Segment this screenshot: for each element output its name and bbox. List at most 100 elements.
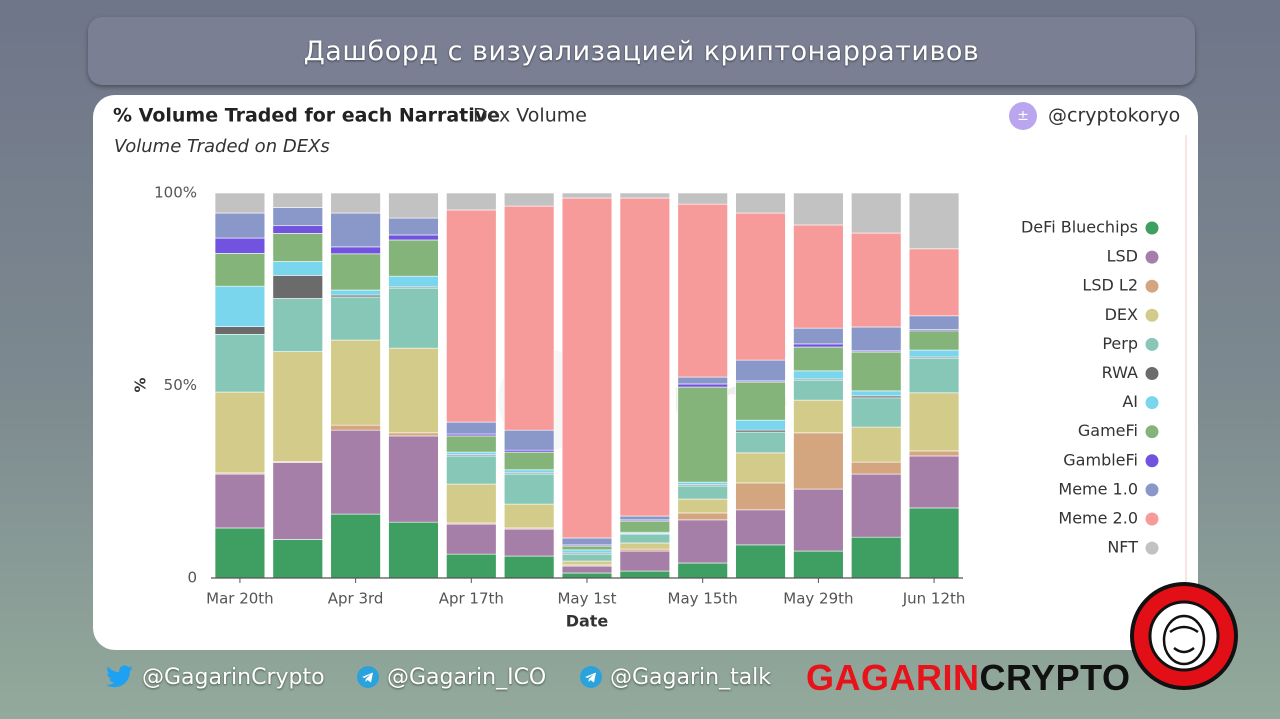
bar-segment xyxy=(619,192,671,199)
bar-segment xyxy=(503,205,555,431)
legend-swatch xyxy=(1145,279,1159,293)
bar-segment xyxy=(272,207,323,227)
bar-segment xyxy=(446,553,497,579)
bar-segment xyxy=(388,275,439,288)
x-axis-label: Date xyxy=(566,612,609,631)
bar-segment xyxy=(330,424,381,431)
bar-segment xyxy=(561,197,613,539)
y-tick-label: 100% xyxy=(154,184,197,202)
bar-segment xyxy=(214,391,266,474)
chart-tab: Dex Volume xyxy=(473,105,587,127)
bar-segment xyxy=(330,289,381,296)
legend-label: DeFi Bluechips xyxy=(1021,218,1138,237)
bar-segment xyxy=(214,326,266,335)
legend-swatch xyxy=(1145,337,1159,351)
bar-segment xyxy=(272,275,323,299)
brand-part: CRYPTO xyxy=(979,657,1131,698)
logo xyxy=(1130,582,1238,690)
bar-segment xyxy=(735,212,786,361)
legend-label: Meme 1.0 xyxy=(1058,479,1138,498)
bar-segment xyxy=(214,212,266,239)
bar-segment xyxy=(446,435,497,453)
bar-segment xyxy=(851,351,902,392)
bar-segment xyxy=(735,419,786,431)
bar-segment xyxy=(735,381,786,421)
legend-label: Meme 2.0 xyxy=(1058,509,1138,528)
chart-subtitle: Volume Traded on DEXs xyxy=(114,136,330,157)
legend-swatch xyxy=(1145,250,1159,264)
bar-segment xyxy=(503,555,555,579)
bar-segment xyxy=(677,203,728,378)
bar-segment xyxy=(330,253,381,291)
bar-segment xyxy=(851,326,902,352)
legend-swatch xyxy=(1145,367,1159,380)
bar-segment xyxy=(272,298,323,352)
bar-segment xyxy=(272,351,323,462)
bar-segment xyxy=(446,483,497,524)
bar-segment xyxy=(793,399,844,434)
bar-segment xyxy=(330,192,381,214)
x-tick-label: May 29th xyxy=(783,590,853,608)
bar-segment xyxy=(677,498,728,514)
y-axis-label: % xyxy=(132,377,150,392)
y-tick-label: 0 xyxy=(187,569,197,587)
bar-segment xyxy=(214,253,266,287)
bar-segment xyxy=(503,429,555,451)
bar-segment xyxy=(214,527,266,579)
bar-segment xyxy=(330,246,381,255)
bar-segment xyxy=(793,224,844,329)
bar-segment xyxy=(908,357,960,394)
bar-segment xyxy=(446,451,497,456)
telegram-link: @Gagarin_talk xyxy=(580,663,771,691)
bar-segment xyxy=(793,550,844,579)
bar-segment xyxy=(214,473,266,529)
legend-swatch xyxy=(1145,541,1159,555)
twitter-link: @GagarinCrypto xyxy=(106,663,325,691)
footer: @GagarinCrypto @Gagarin_ICO @Gagarin_tal… xyxy=(0,655,1280,719)
telegram-icon xyxy=(357,666,379,688)
bar-segment xyxy=(388,217,439,236)
bar-segment xyxy=(214,237,266,254)
bar-segment xyxy=(677,519,728,564)
legend-label: RWA xyxy=(1102,363,1138,382)
brand: GAGARINCRYPTO xyxy=(806,657,1131,699)
header-title: Дашборд с визуализацией криптонарративов xyxy=(303,35,980,67)
bar-segment xyxy=(272,225,323,234)
bar-segment xyxy=(908,450,960,457)
bar-segment xyxy=(503,528,555,557)
bar-segment xyxy=(735,544,786,579)
y-tick-label: 50% xyxy=(164,376,197,394)
bar-segment xyxy=(272,233,323,262)
telegram-handle: @Gagarin_ICO xyxy=(387,664,547,690)
bar-segment xyxy=(388,435,439,523)
bar-segment xyxy=(735,359,786,382)
bar-segment xyxy=(908,455,960,509)
legend-swatch xyxy=(1145,308,1159,322)
bar-segment xyxy=(619,533,671,544)
bar-segment xyxy=(272,462,323,540)
header: Дашборд с визуализацией криптонарративов xyxy=(88,17,1195,85)
telegram-handle: @Gagarin_talk xyxy=(610,664,772,690)
bar-segment xyxy=(793,432,844,490)
bar-segment xyxy=(677,386,728,483)
chart: % Volume Traded for each Narrative Dex V… xyxy=(113,102,1187,650)
bar-segment xyxy=(561,553,613,562)
bar-segment xyxy=(677,512,728,521)
x-tick-label: Apr 17th xyxy=(439,590,504,608)
bar-segment xyxy=(503,503,555,529)
legend-label: GambleFi xyxy=(1063,450,1138,469)
bar-segment xyxy=(908,392,960,452)
legend-swatch xyxy=(1145,425,1159,439)
bar-segment xyxy=(272,192,323,208)
x-tick-label: Apr 3rd xyxy=(328,590,384,608)
bar-segment xyxy=(619,542,671,550)
bar-segment xyxy=(908,330,960,351)
bar-segment xyxy=(851,473,902,538)
bar-segment xyxy=(619,515,671,521)
legend-label: NFT xyxy=(1107,538,1138,557)
x-tick-label: May 1st xyxy=(557,590,616,608)
bar-segment xyxy=(851,426,902,463)
bar-segment xyxy=(272,539,323,579)
bar-segment xyxy=(388,432,439,437)
